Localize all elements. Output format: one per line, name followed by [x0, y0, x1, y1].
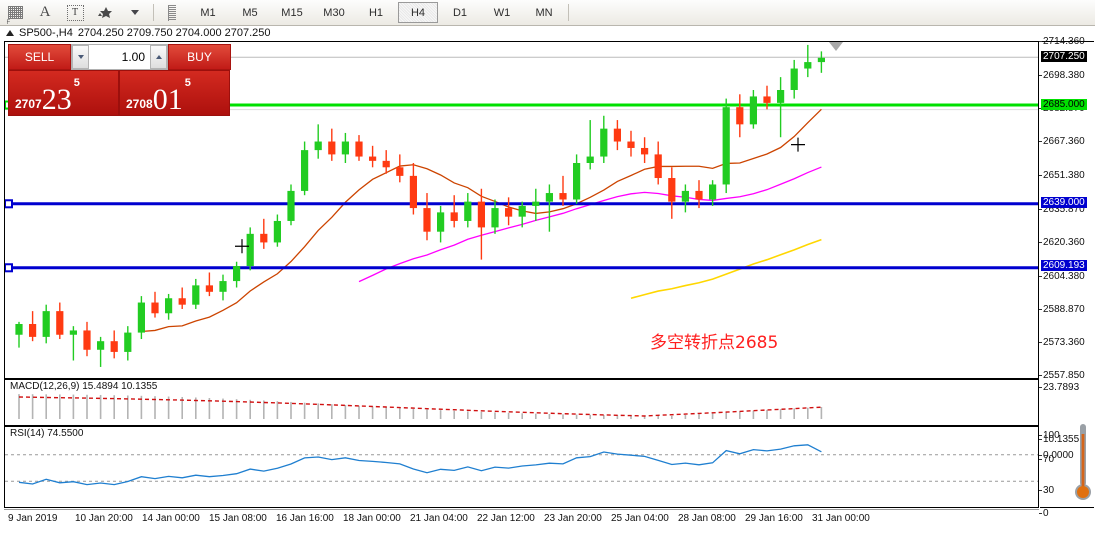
timeframe-h4[interactable]: H4: [398, 2, 438, 23]
macd-pane[interactable]: MACD(12,26,9) 15.4894 10.1355: [5, 380, 1038, 427]
price-tick: 2698.380: [1039, 70, 1085, 82]
buy-button[interactable]: BUY: [168, 44, 231, 70]
buy-price-prefix: 2708: [126, 97, 153, 111]
green-level-label[interactable]: 2685.000: [1041, 98, 1087, 110]
price-tick: 2588.870: [1039, 303, 1085, 315]
time-axis-tick: 9 Jan 2019: [8, 513, 58, 524]
rsi-axis-tick: 30: [1038, 485, 1055, 496]
time-axis-tick: 22 Jan 12:00: [477, 513, 535, 524]
text-a-icon[interactable]: A: [39, 4, 51, 20]
price-tick: 2573.360: [1039, 336, 1085, 348]
chevron-down-icon[interactable]: [120, 1, 150, 25]
period-ruler-icon[interactable]: [157, 1, 187, 25]
objects-icon[interactable]: [90, 1, 120, 25]
time-axis-tick: 18 Jan 00:00: [343, 513, 401, 524]
time-axis-tick: 10 Jan 20:00: [75, 513, 133, 524]
price-tick: 2667.360: [1039, 136, 1085, 148]
time-axis-tick: 28 Jan 08:00: [678, 513, 736, 524]
sell-price-big: 23: [41, 83, 72, 116]
rsi-label: RSI(14) 74.5500: [10, 428, 84, 439]
macd-axis-tick: 10.1355: [1038, 434, 1080, 445]
timeframe-h1[interactable]: H1: [368, 6, 384, 19]
sell-price-fraction: 5: [73, 77, 80, 89]
time-axis-tick: 21 Jan 04:00: [410, 513, 468, 524]
price-tick: 2651.380: [1039, 170, 1085, 182]
price-tick: 2604.380: [1039, 270, 1085, 282]
blue-level-2-label[interactable]: 2609.193: [1041, 260, 1087, 272]
timeframe-m5[interactable]: M5: [242, 6, 258, 19]
rsi-pane[interactable]: RSI(14) 74.5500: [5, 427, 1038, 507]
toolbar-separator-right: [568, 4, 569, 21]
timeframe-bar: M1 M5 M15 M30 H1 H4 D1 W1 MN: [187, 2, 565, 23]
macd-axis-tick: 0.0000: [1039, 450, 1074, 461]
rsi-axis-tick: 70: [1038, 454, 1055, 465]
time-axis-tick: 25 Jan 04:00: [611, 513, 669, 524]
time-axis-tick: 23 Jan 20:00: [544, 513, 602, 524]
timeframe-mn[interactable]: MN: [535, 6, 553, 19]
quantity-decrease-button[interactable]: [72, 45, 89, 69]
buy-price-big: 01: [152, 83, 183, 116]
collapse-triangle-icon[interactable]: [6, 30, 14, 36]
timeframe-m15[interactable]: M15: [281, 6, 303, 19]
chart-symbol-label: SP500-,H4: [19, 27, 73, 39]
thermometer-gauge-icon: [1075, 420, 1091, 510]
time-axis-tick: 31 Jan 00:00: [812, 513, 870, 524]
chart-ohlc-values: 2704.250 2709.750 2704.000 2707.250: [77, 27, 271, 39]
timeframe-m30[interactable]: M30: [323, 6, 345, 19]
one-click-trading-panel[interactable]: SELL 1.00 BUY 2707 23 5 2708 01 5: [8, 44, 231, 116]
symbol-bar: SP500-,H4 2704.250 2709.750 2704.000 270…: [0, 26, 1095, 40]
rsi-axis-tick: 100: [1039, 430, 1060, 441]
timeframe-w1[interactable]: W1: [493, 6, 511, 19]
chart-annotation-text: 多空转折点2685: [650, 333, 779, 353]
quantity-input[interactable]: 1.00: [121, 50, 145, 64]
timeframe-d1[interactable]: D1: [452, 6, 468, 19]
quantity-stepper[interactable]: 1.00: [71, 44, 168, 70]
current-price-label[interactable]: 2707.250: [1041, 51, 1087, 63]
price-tick: 2557.850: [1039, 370, 1085, 381]
sell-price-prefix: 2707: [15, 97, 42, 111]
time-axis-tick: 14 Jan 00:00: [142, 513, 200, 524]
buy-price-fraction: 5: [184, 77, 191, 89]
price-tick: 2620.360: [1039, 236, 1085, 248]
trade-panel-price-row: 2707 23 5 2708 01 5: [8, 70, 231, 116]
grid-f-icon[interactable]: [0, 1, 30, 26]
timeframe-m1[interactable]: M1: [200, 6, 216, 19]
text-label-icon[interactable]: T: [60, 1, 90, 25]
time-axis-tick: 16 Jan 16:00: [276, 513, 334, 524]
price-tick: 2714.360: [1039, 36, 1085, 47]
trade-panel-top-row: SELL 1.00 BUY: [8, 44, 231, 70]
time-axis-tick: 15 Jan 08:00: [209, 513, 267, 524]
price-tick: 2635.870: [1039, 203, 1085, 215]
macd-label: MACD(12,26,9) 15.4894 10.1355: [10, 381, 158, 392]
time-axis: 9 Jan 2019 10 Jan 20:00 14 Jan 00:00 15 Jan…: [4, 509, 1039, 534]
sell-button[interactable]: SELL: [8, 44, 71, 70]
buy-price-display[interactable]: 2708 01 5: [119, 70, 230, 116]
quantity-increase-button[interactable]: [150, 45, 167, 69]
toolbar: A T M1 M5 M15 M30 H1 H4 D1 W1 MN: [0, 0, 1095, 26]
sell-price-display[interactable]: 2707 23 5: [8, 70, 119, 116]
macd-axis-tick: 23.7893: [1038, 382, 1080, 393]
time-axis-tick: 29 Jan 16:00: [745, 513, 803, 524]
blue-level-1-label[interactable]: 2639.000: [1041, 196, 1087, 208]
toolbar-separator: [153, 4, 154, 21]
rsi-axis-tick: 0: [1039, 508, 1049, 519]
